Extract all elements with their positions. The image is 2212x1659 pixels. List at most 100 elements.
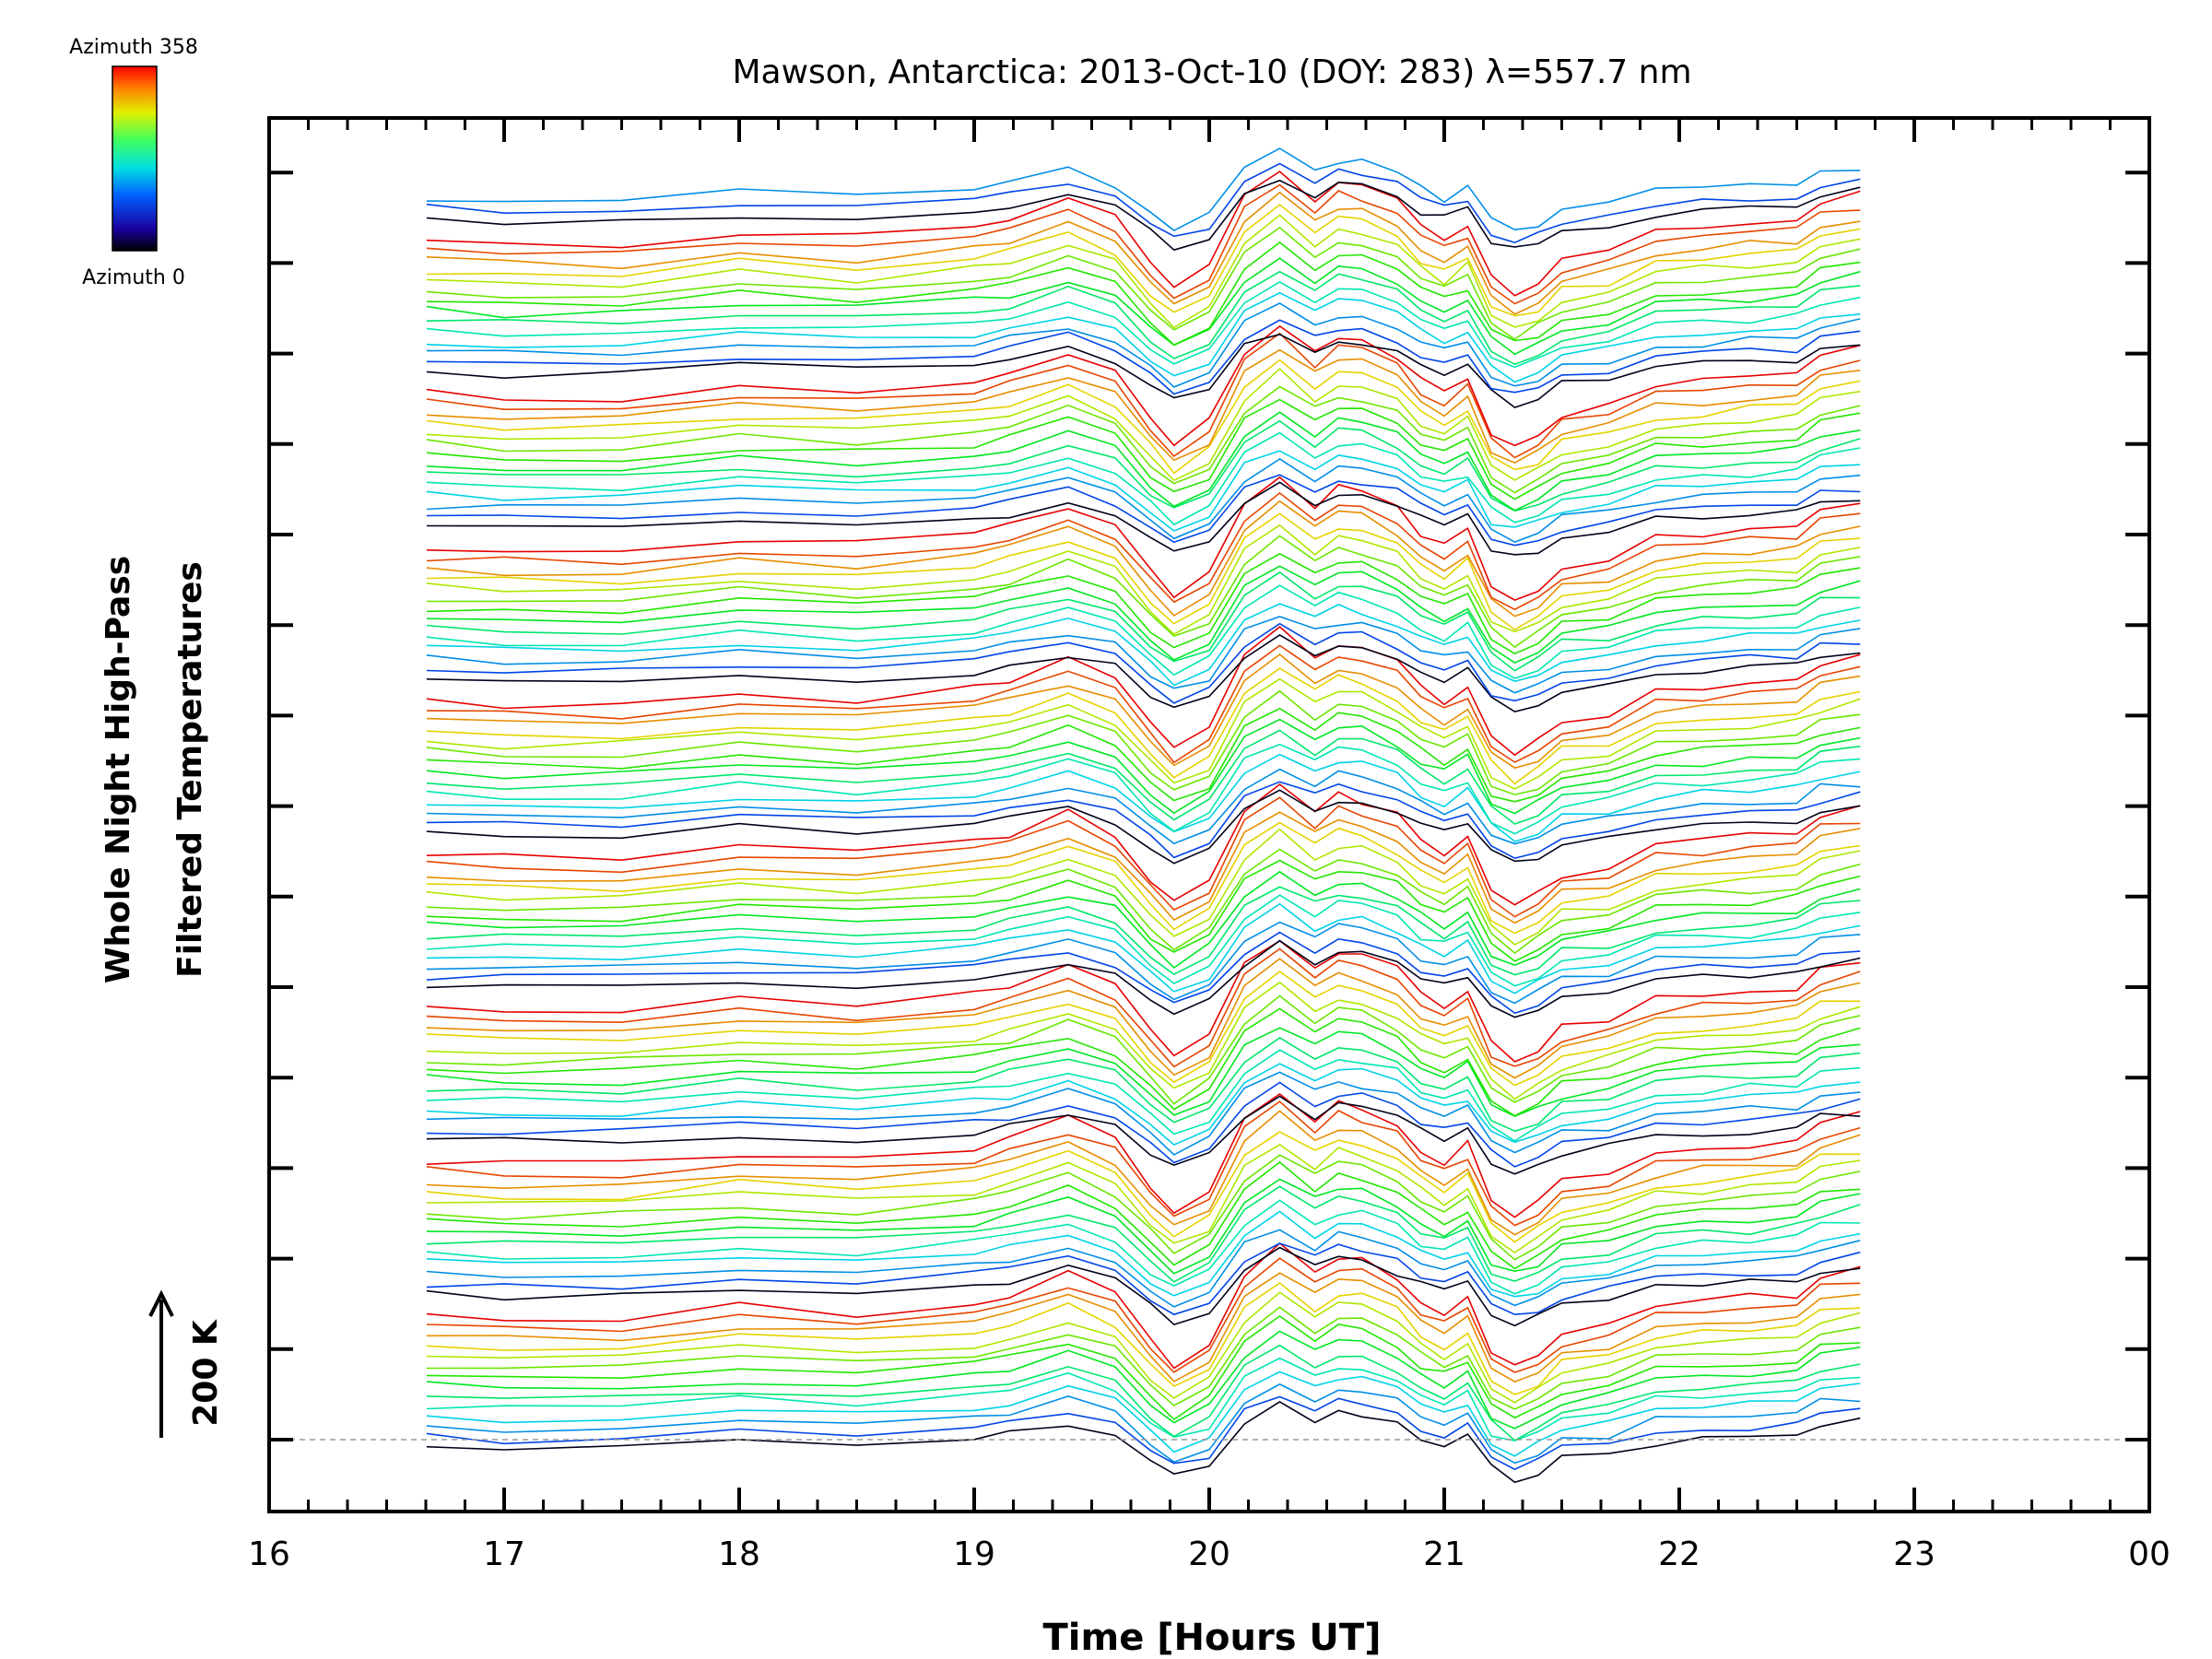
series-line (426, 859, 1861, 962)
series-line (426, 931, 1861, 1015)
series-line (426, 753, 1861, 842)
series-line (426, 162, 1861, 244)
series-line (426, 1306, 1861, 1410)
series-line (426, 718, 1861, 815)
series-line (426, 512, 1861, 631)
scale-bar (148, 1289, 174, 1438)
series-line (426, 411, 1861, 512)
series-line (426, 633, 1861, 713)
series-line (426, 1291, 1861, 1404)
x-tick-label: 20 (1188, 1535, 1230, 1573)
series-line (426, 368, 1861, 482)
series-line (426, 644, 1861, 764)
series-line (426, 1154, 1861, 1261)
x-tick-label: 18 (718, 1535, 760, 1573)
series-line (426, 1315, 1861, 1421)
y-axis-label-line1: Whole Night High-Pass (100, 556, 137, 983)
series-line (426, 458, 1861, 543)
series-line (426, 203, 1861, 317)
series-line (426, 1160, 1861, 1270)
series-line (426, 226, 1861, 341)
series-line (426, 870, 1861, 970)
x-tick-label: 16 (248, 1535, 290, 1573)
series-line (426, 894, 1861, 987)
series-line (426, 1027, 1861, 1117)
colorbar-top-label: Azimuth 358 (69, 36, 198, 59)
series-line (426, 653, 1861, 770)
series-line (426, 535, 1861, 649)
series-line (426, 743, 1861, 835)
series-line (426, 1344, 1861, 1441)
series-line (426, 500, 1861, 618)
series-layer (426, 147, 1861, 1484)
series-line (426, 552, 1861, 655)
series-line (426, 476, 1861, 601)
series-line (426, 1049, 1861, 1142)
series-line (426, 270, 1861, 366)
series-line (426, 1095, 1861, 1175)
series-line (426, 1330, 1861, 1430)
series-line (426, 571, 1861, 672)
x-tick-label: 00 (2128, 1535, 2171, 1573)
series-line (426, 828, 1861, 946)
series-line (426, 1185, 1861, 1283)
series-line (426, 1037, 1861, 1133)
series-line (426, 886, 1861, 976)
series-line (426, 1242, 1861, 1316)
series-line (426, 1131, 1861, 1243)
series-line (426, 584, 1861, 679)
series-line (426, 1272, 1861, 1382)
series-line (426, 981, 1861, 1100)
chart-title: Mawson, Antarctica: 2013-Oct-10 (DOY: 28… (732, 53, 1691, 91)
series-line (426, 811, 1861, 924)
series-line (426, 1093, 1861, 1218)
series-line (426, 179, 1861, 252)
series-line (426, 1071, 1861, 1156)
series-line (426, 147, 1861, 232)
series-line (426, 616, 1861, 694)
x-tick-label: 23 (1893, 1535, 1936, 1573)
series-line (426, 385, 1861, 494)
x-tick-label: 21 (1423, 1535, 1465, 1573)
series-line (426, 257, 1861, 356)
series-line (426, 1357, 1861, 1441)
series-line (426, 1081, 1861, 1168)
series-line (426, 1007, 1861, 1117)
series-line (426, 398, 1861, 500)
series-line (426, 302, 1861, 388)
series-line (426, 729, 1861, 825)
series-line (426, 1241, 1861, 1370)
series-line (426, 1246, 1861, 1327)
series-line (426, 431, 1861, 526)
x-axis-label: Time [Hours UT] (1043, 1617, 1382, 1659)
series-line (426, 481, 1861, 556)
scale-bar-label: 200 K (187, 1319, 225, 1427)
series-line (426, 902, 1861, 994)
series-line (426, 332, 1861, 459)
series-line (426, 183, 1861, 305)
series-line (426, 324, 1861, 447)
series-line (426, 474, 1861, 547)
series-line (426, 241, 1861, 347)
series-line (426, 970, 1861, 1087)
series-line (426, 565, 1861, 665)
series-line (426, 947, 1861, 1068)
series-line (426, 689, 1861, 795)
series-line (426, 1110, 1861, 1236)
series-line (426, 781, 1861, 860)
series-line (426, 1400, 1861, 1484)
series-line (426, 419, 1861, 512)
series-line (426, 214, 1861, 329)
series-line (426, 359, 1861, 475)
series-line (426, 1210, 1861, 1298)
series-line (426, 171, 1861, 297)
series-line (426, 333, 1861, 408)
series-line (426, 1143, 1861, 1253)
x-tick-label: 17 (483, 1535, 525, 1573)
series-line (426, 796, 1861, 918)
series-line (426, 1395, 1861, 1471)
series-line (426, 707, 1861, 803)
series-line (426, 491, 1861, 611)
series-line (426, 939, 1861, 1063)
series-line (426, 1199, 1861, 1295)
